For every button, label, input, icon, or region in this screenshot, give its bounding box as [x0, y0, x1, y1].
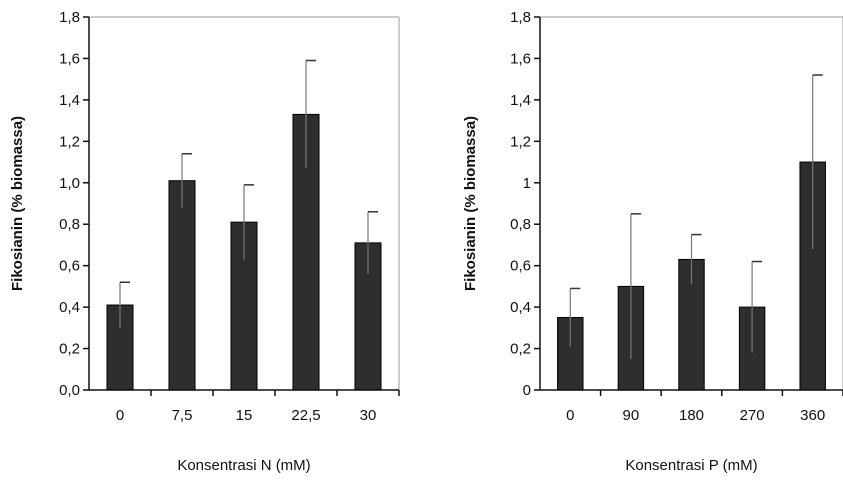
y-tick-label: 0,8 [59, 216, 80, 233]
y-tick-label: 0,0 [59, 382, 80, 399]
y-tick-label: 1,6 [59, 50, 80, 67]
x-tick-label: 90 [623, 407, 640, 424]
x-tick-label: 270 [740, 407, 765, 424]
y-tick-label: 1,8 [59, 9, 80, 26]
y-tick-label: 0,4 [59, 299, 80, 316]
x-tick-label: 0 [116, 407, 124, 424]
chart-konsentrasi-n: 0,0 0,2 0,4 0,6 0,8 1,0 1,2 1,4 1,6 1,8 0 7,5 15 22,5… [0, 0, 425, 478]
x-tick-label: 180 [679, 407, 704, 424]
chart-konsentrasi-p: 0 0,2 0,4 0,6 0,8 1 1,2 1,4 1,6 1,8 0 90 180 270 360 Ko… [425, 0, 843, 478]
y-tick-label: 1 [523, 175, 531, 192]
x-tick-label: 15 [236, 407, 253, 424]
x-axis-label: Konsentrasi P (mM) [625, 457, 757, 474]
y-tick-label: 1,2 [59, 133, 80, 150]
x-tick-label: 360 [800, 407, 825, 424]
x-tick-label: 0 [566, 407, 574, 424]
y-tick-label: 1,8 [510, 9, 531, 26]
y-tick-label: 0,2 [59, 341, 80, 358]
y-tick-label: 1,4 [59, 92, 80, 109]
y-axis-label: Fikosianin (% biomassa) [9, 116, 26, 291]
y-tick-label: 0,6 [59, 258, 80, 275]
y-tick-label: 0,8 [510, 216, 531, 233]
x-tick-label: 7,5 [172, 407, 193, 424]
x-tick-label: 22,5 [291, 407, 320, 424]
chart-svg: 0,0 0,2 0,4 0,6 0,8 1,0 1,2 1,4 1,6 1,8 0 7,5 15 22,5… [0, 0, 425, 478]
y-tick-label: 0,6 [510, 258, 531, 275]
y-tick-label: 1,4 [510, 92, 531, 109]
y-axis-label: Fikosianin (% biomassa) [462, 116, 479, 291]
x-axis-label: Konsentrasi N (mM) [177, 457, 310, 474]
y-tick-label: 1,6 [510, 50, 531, 67]
y-tick-label: 1,0 [59, 175, 80, 192]
y-tick-label: 0 [523, 382, 531, 399]
chart-svg: 0 0,2 0,4 0,6 0,8 1 1,2 1,4 1,6 1,8 0 90 180 270 360 Ko… [425, 0, 843, 478]
bar [169, 181, 195, 390]
y-tick-label: 0,4 [510, 299, 531, 316]
y-tick-label: 1,2 [510, 133, 531, 150]
y-tick-label: 0,2 [510, 341, 531, 358]
x-tick-label: 30 [360, 407, 377, 424]
